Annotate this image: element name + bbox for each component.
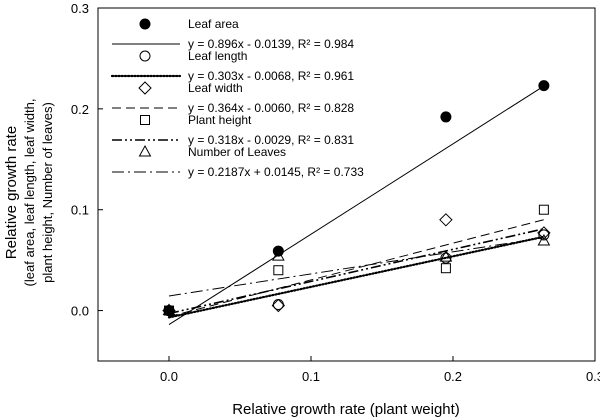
point-plant-height [273, 265, 284, 276]
legend-marker-plant-height [140, 115, 150, 125]
point-leaf-width [439, 213, 453, 227]
fit-line-leaf-area [168, 85, 545, 326]
point-leaf-area [163, 305, 175, 317]
point-leaf-area [538, 80, 550, 92]
legend-label-leaf-width: Leaf width [188, 81, 243, 95]
data-markers [162, 80, 551, 318]
x-tick-label: 0.1 [302, 369, 320, 384]
point-leaf-width [537, 226, 551, 240]
legend-fit-equation-leaf-area: y = 0.896x - 0.0139, R² = 0.984 [188, 37, 354, 51]
point-leaf-area [440, 111, 452, 123]
plot-frame [97, 7, 596, 362]
y-tick-label: 0.2 [71, 102, 89, 117]
legend-fit-equation-leaf-width: y = 0.364x - 0.0060, R² = 0.828 [188, 101, 354, 115]
x-tick-label: 0.2 [444, 369, 462, 384]
fit-line-number-of-leaves [168, 237, 544, 297]
y-axis-title-line: plant height, Number of leaves) [40, 102, 55, 283]
fit-line-plant-height [168, 228, 545, 315]
legend-fit-equation-number-of-leaves: y = 0.2187x + 0.0145, R² = 0.733 [188, 165, 364, 179]
point-leaf-area [272, 245, 284, 257]
legend-label-plant-height: Plant height [188, 113, 252, 127]
legend-marker-leaf-length [139, 50, 151, 62]
legend-marker-leaf-area [139, 18, 151, 30]
point-leaf-length [538, 229, 550, 241]
legend-marker-leaf-width [138, 81, 152, 95]
y-axis-title-line: (leaf area, leaf length, leaf width, [22, 99, 37, 287]
y-tick-label: 0.0 [71, 304, 89, 319]
legend-fit-equation-leaf-length: y = 0.303x - 0.0068, R² = 0.961 [188, 69, 354, 83]
legend-label-leaf-length: Leaf length [188, 49, 247, 63]
point-number-of-leaves [439, 250, 453, 262]
legend-label-leaf-area: Leaf area [188, 17, 239, 31]
legend-label-number-of-leaves: Number of Leaves [188, 145, 286, 159]
fit-lines [167, 85, 545, 326]
point-plant-height [538, 204, 549, 215]
fit-line-leaf-length [167, 235, 545, 319]
x-tick-label: 0.0 [160, 369, 178, 384]
y-axis-title-line: Relative growth rate [3, 126, 20, 259]
fit-line-leaf-width [168, 219, 545, 318]
x-axis-title: Relative growth rate (plant weight) [232, 401, 460, 418]
point-leaf-width [271, 298, 286, 313]
ticks: 0.0 0.1 0.2 0.3 0.0 0.1 0.2 0.3 [71, 1, 600, 384]
y-tick-label: 0.1 [71, 203, 89, 218]
y-axis-title: Relative growth rate (leaf area, leaf len… [3, 99, 55, 287]
legend-marker-number-of-leaves [138, 144, 152, 157]
legend-fit-equation-plant-height: y = 0.318x - 0.0029, R² = 0.831 [188, 133, 354, 147]
y-tick-label: 0.3 [71, 1, 89, 16]
point-number-of-leaves [537, 233, 551, 246]
point-plant-height [440, 263, 451, 274]
x-tick-label: 0.3 [586, 369, 600, 384]
legend: Leaf area y = 0.896x - 0.0139, R² = 0.984… [110, 17, 364, 179]
point-leaf-length [440, 252, 452, 264]
